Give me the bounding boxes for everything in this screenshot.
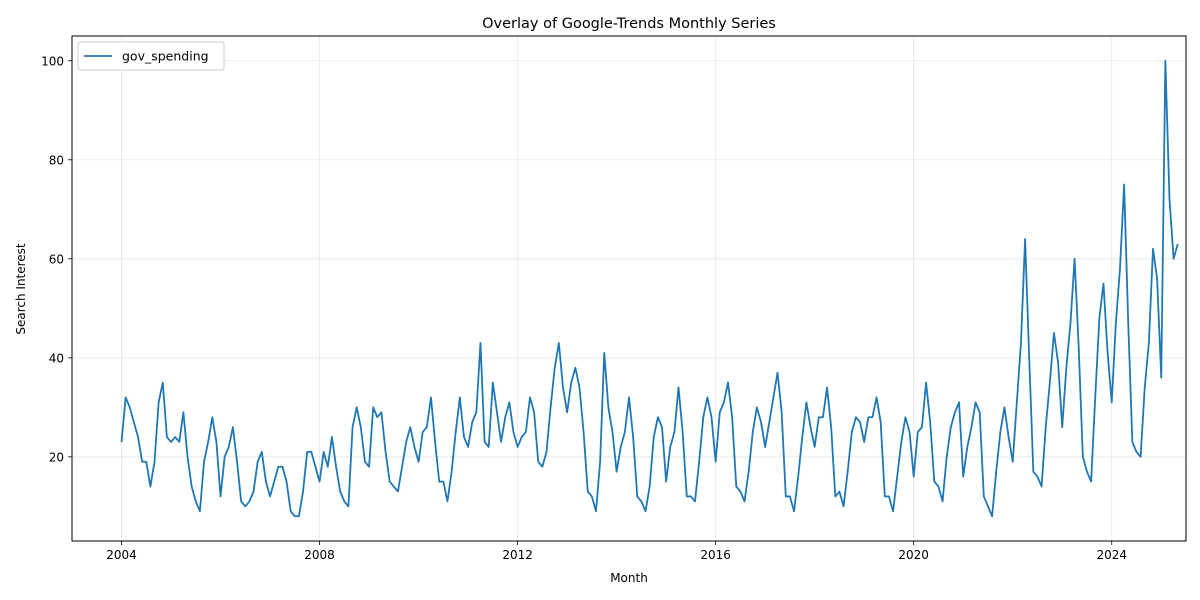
x-tick-label: 2024 <box>1096 548 1127 562</box>
x-tick-label: 2008 <box>304 548 335 562</box>
plot-frame <box>71 35 1187 542</box>
y-tick-label: 60 <box>49 252 64 266</box>
y-axis-label: Search Interest <box>14 243 28 335</box>
y-tick-label: 80 <box>49 153 64 167</box>
y-tick-label: 20 <box>49 450 64 464</box>
x-tick-label: 2012 <box>502 548 533 562</box>
legend-box <box>77 41 225 71</box>
x-axis-label: Month <box>610 571 648 585</box>
grid <box>72 36 1186 541</box>
x-tick-label: 2020 <box>898 548 929 562</box>
chart-title: Overlay of Google-Trends Monthly Series <box>482 16 776 32</box>
y-tick-label: 100 <box>41 54 64 68</box>
y-axis: 20 40 60 80 100 <box>41 54 72 464</box>
x-tick-label: 2016 <box>700 548 731 562</box>
series-layer <box>120 59 1179 518</box>
x-axis: 2004 2008 2012 2016 2020 2024 <box>106 541 1127 562</box>
legend: gov_spending <box>77 41 225 71</box>
series-line-gov_spending <box>120 59 1179 518</box>
y-tick-label: 40 <box>49 351 64 365</box>
x-tick-label: 2004 <box>106 548 137 562</box>
legend-label: gov_spending <box>122 49 209 64</box>
